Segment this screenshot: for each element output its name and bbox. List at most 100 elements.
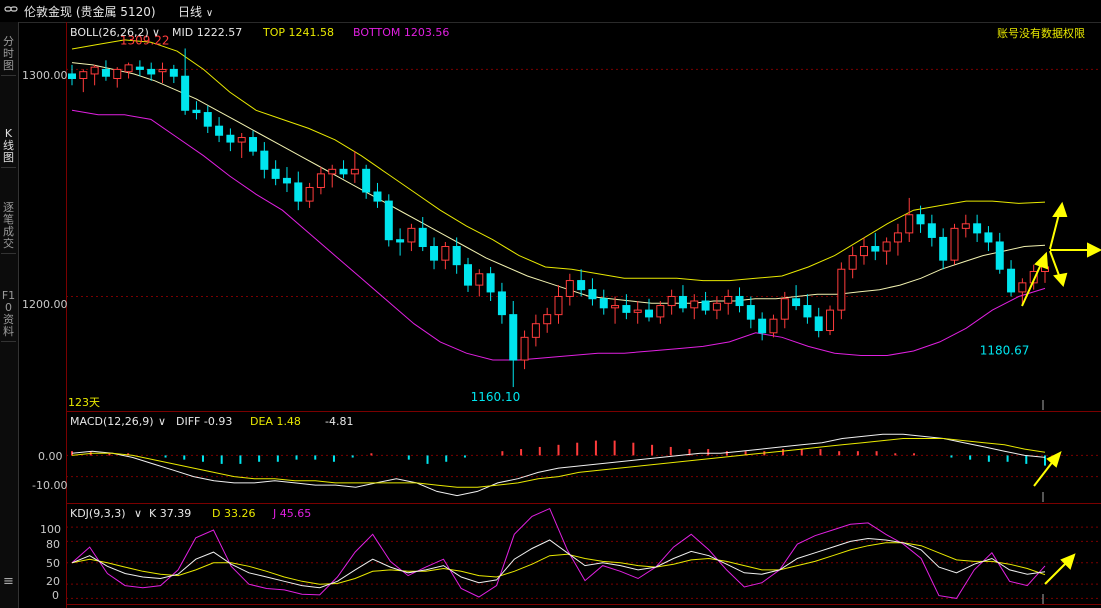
period-label: 日线 <box>178 5 203 19</box>
candle-body <box>520 336 529 361</box>
candle-body <box>203 112 212 127</box>
candle-body <box>746 305 755 320</box>
tab-f10[interactable]: F10资料 <box>1 290 16 342</box>
macd-indicator-name[interactable]: MACD(12,26,9) <box>70 415 154 428</box>
candle-body <box>113 68 122 79</box>
y-tick-label: 1200.00 <box>22 298 68 311</box>
candle-body <box>407 227 416 243</box>
candle-body <box>396 239 405 243</box>
candle-body <box>316 173 325 188</box>
arrow-up-kdj <box>1044 560 1069 585</box>
candle-body <box>984 232 993 243</box>
candle-body <box>690 300 699 309</box>
kdj-j-line <box>71 507 1046 599</box>
candle-body <box>927 223 936 238</box>
kdj-layer <box>71 507 1046 599</box>
y-tick-label: 100 <box>40 523 61 536</box>
candle-body <box>814 316 823 332</box>
y-tick-label: 0.00 <box>38 450 63 463</box>
candle-body <box>611 305 620 309</box>
candle-body <box>995 241 1004 270</box>
arrow-head <box>1087 242 1101 258</box>
chevron-down-icon[interactable]: ∨ <box>152 26 160 39</box>
candle-body <box>249 137 258 152</box>
candle-body <box>803 305 812 318</box>
candle-body <box>237 137 246 143</box>
candle-body <box>588 289 597 300</box>
candle-body <box>939 236 948 261</box>
tab-ticks[interactable]: 逐笔成交 <box>1 202 16 254</box>
y-tick-label: 1300.00 <box>22 69 68 82</box>
chevron-down-icon[interactable]: ∨ <box>158 415 166 428</box>
candle-body <box>565 280 574 297</box>
candle-body <box>599 298 608 309</box>
days-count-label: 123天 <box>68 396 100 409</box>
candle-body <box>294 182 303 202</box>
macd-dea-line <box>71 438 1046 488</box>
boll-indicator-name[interactable]: BOLL(26,26,2) <box>70 26 149 39</box>
candle-body <box>950 227 959 261</box>
candle-body <box>497 291 506 316</box>
candle-body <box>226 134 235 143</box>
candle-body <box>724 295 733 304</box>
candle-body <box>792 298 801 307</box>
kdj-k-line <box>71 537 1046 589</box>
macd-value-label: -4.81 <box>325 415 353 428</box>
chevron-down-icon: ∨ <box>205 8 214 19</box>
candle-body <box>147 68 156 75</box>
instrument-title: 伦敦金现 (贵金属 5120) <box>24 5 156 19</box>
candle-body <box>169 68 178 77</box>
candle-body <box>758 318 767 334</box>
candle-body <box>554 295 563 316</box>
candle-body <box>68 73 76 79</box>
candle-body <box>848 255 857 270</box>
candle-body <box>430 246 439 261</box>
arrow-head <box>1052 201 1068 217</box>
chevron-down-icon[interactable]: ∨ <box>134 507 142 520</box>
candle-body <box>373 191 382 202</box>
candle-body <box>215 125 224 136</box>
candle-body <box>192 109 201 114</box>
candle-body <box>339 168 348 175</box>
macd-diff-label: DIFF -0.93 <box>176 415 232 428</box>
macd-dea-label: DEA 1.48 <box>250 415 301 428</box>
candle-body <box>260 150 269 170</box>
candle-body <box>463 264 472 286</box>
boll-bottom-line <box>71 109 1046 361</box>
kdj-j-label: J 45.65 <box>272 507 311 520</box>
toolbar: 伦敦金现 (贵金属 5120) 日线 ∨ <box>0 0 1101 23</box>
candle-body <box>135 66 144 70</box>
y-tick-label: 20 <box>46 575 60 588</box>
candle-body <box>305 186 314 202</box>
candle-body <box>181 75 190 111</box>
candle-body <box>1007 268 1016 293</box>
candle-body <box>678 295 687 309</box>
boll-top-label: TOP 1241.58 <box>262 26 334 39</box>
menu-icon[interactable]: ≡ <box>3 574 14 589</box>
candle-body <box>973 223 982 234</box>
candle-body <box>735 295 744 307</box>
candle-body <box>486 273 495 293</box>
candle-body <box>418 227 427 248</box>
y-tick-label: 50 <box>46 557 60 570</box>
period-selector[interactable]: 日线 ∨ <box>178 3 213 20</box>
tab-kline[interactable]: K线图 <box>1 128 16 168</box>
candle-body <box>905 214 914 234</box>
price-annotation: 1309.22 <box>120 33 170 47</box>
tab-timeshare[interactable]: 分时图 <box>1 36 16 76</box>
macd-diff-line <box>71 433 1046 497</box>
candle-body <box>622 305 631 313</box>
left-tab-bar: 分时图 K线图 逐笔成交 F10资料 ≡ <box>0 22 19 608</box>
candle-body <box>509 314 518 361</box>
candle-body <box>701 300 710 311</box>
candle-body <box>362 168 371 193</box>
arrow-head <box>1046 451 1062 468</box>
candle-body <box>859 246 868 257</box>
candle-body <box>916 214 925 225</box>
candle-body <box>282 177 291 184</box>
candle-body <box>656 305 665 318</box>
link-icon[interactable] <box>4 2 18 19</box>
kdj-indicator-name[interactable]: KDJ(9,3,3) <box>70 507 126 520</box>
candle-body <box>882 241 891 252</box>
candle-body <box>633 309 642 313</box>
